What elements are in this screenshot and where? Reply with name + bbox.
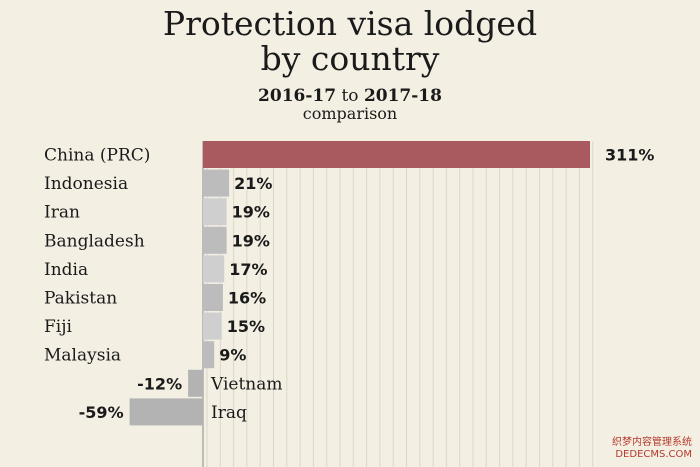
value-label-0: 311% <box>605 146 654 165</box>
subtitle-start-year: 2016-17 <box>258 86 337 106</box>
bar-3 <box>203 226 227 254</box>
category-label-7: Malaysia <box>44 346 121 366</box>
value-label-9: -59% <box>79 403 124 422</box>
category-label-0: China (PRC) <box>44 146 150 166</box>
chart-title: Protection visa lodged by country <box>0 6 700 76</box>
bar-7 <box>203 341 215 369</box>
chart-title-line2: by country <box>260 39 440 78</box>
subtitle-end-year: 2017-18 <box>363 86 442 106</box>
bar-5 <box>203 284 223 311</box>
bar-2 <box>203 198 227 226</box>
category-label-4: India <box>44 260 88 280</box>
watermark-line2: DEDECMS.COM <box>615 449 692 460</box>
value-label-4: 17% <box>229 260 267 279</box>
chart-subtitle: 2016-17 to 2017-18 <box>0 87 700 106</box>
value-label-1: 21% <box>234 174 272 193</box>
value-label-5: 16% <box>228 289 266 308</box>
subtitle-to: to <box>336 86 364 106</box>
chart-subtitle-line2: comparison <box>302 104 398 123</box>
category-label-6: Fiji <box>44 317 73 337</box>
value-label-7: 9% <box>219 346 246 365</box>
category-label-8: Vietnam <box>210 374 283 394</box>
value-label-8: -12% <box>137 374 182 393</box>
category-label-3: Bangladesh <box>44 231 145 251</box>
category-label-5: Pakistan <box>44 289 117 309</box>
category-label-9: Iraq <box>211 403 247 423</box>
chart-title-line1: Protection visa lodged <box>162 4 538 43</box>
bar-8 <box>188 369 203 397</box>
bar-4 <box>203 255 225 283</box>
value-label-6: 15% <box>227 317 265 336</box>
bar-9 <box>129 398 203 426</box>
category-label-1: Indonesia <box>44 174 128 194</box>
value-label-3: 19% <box>232 231 270 250</box>
watermark-line1: 织梦内容管理系统 <box>612 437 692 448</box>
bar-6 <box>203 312 222 340</box>
value-label-2: 19% <box>232 203 270 222</box>
bar-0 <box>203 141 590 168</box>
bar-1 <box>203 169 230 197</box>
category-label-2: Iran <box>44 203 80 223</box>
watermark: 织梦内容管理系统 DEDECMS.COM <box>612 437 692 461</box>
